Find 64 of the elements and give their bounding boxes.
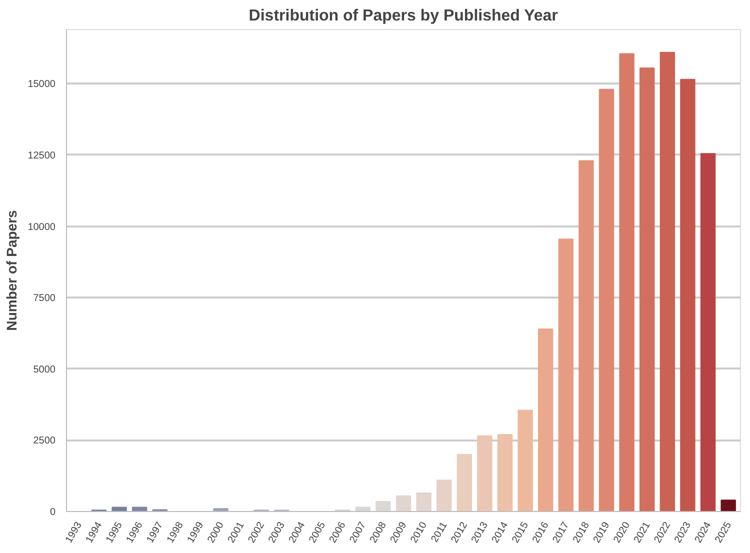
x-tick-label: 1998 (165, 520, 186, 546)
x-tick-label: 2015 (510, 520, 532, 546)
x-tick-label: 2004 (287, 520, 308, 546)
bar (436, 480, 452, 512)
x-tick-label: 2024 (693, 520, 714, 546)
y-tick-label: 12500 (28, 150, 56, 162)
x-tick-label: 2003 (266, 520, 288, 546)
x-tick-label: 2008 (368, 520, 390, 546)
bar (416, 492, 432, 512)
x-tick-label: 2021 (632, 520, 653, 546)
chart-title: Distribution of Papers by Published Year (248, 8, 558, 24)
bar (619, 53, 634, 512)
x-tick-label: 2025 (713, 520, 734, 546)
x-tick-label: 2022 (652, 520, 674, 546)
x-tick-label: 2002 (246, 520, 268, 546)
x-tick-label: 1995 (104, 520, 126, 546)
x-tick-label: 2012 (449, 520, 470, 546)
y-tick-label: 15000 (28, 79, 56, 90)
bar (680, 78, 696, 512)
bar (355, 506, 371, 512)
x-tick-label: 2014 (490, 520, 511, 546)
x-tick-label: 1996 (124, 520, 146, 546)
bar (518, 410, 533, 512)
x-tick-label: 2016 (530, 520, 552, 546)
bar (660, 52, 676, 512)
x-tick-label: 2018 (571, 520, 592, 546)
y-tick-label: 10000 (28, 222, 56, 233)
y-axis-title: Number of Papers (4, 210, 20, 331)
bar (132, 506, 148, 512)
bar (558, 238, 574, 512)
bar (456, 454, 472, 512)
bar (640, 68, 655, 512)
bar (720, 500, 736, 512)
x-tick-label: 2005 (307, 520, 328, 546)
bar (598, 88, 614, 512)
bar (112, 506, 127, 512)
x-tick-label: 1997 (144, 520, 166, 546)
bar (497, 434, 513, 512)
x-tick-label: 1994 (84, 520, 105, 546)
x-tick-label: 2009 (388, 520, 410, 546)
x-tick-label: 1993 (64, 520, 85, 546)
y-tick-label: 2500 (33, 436, 56, 447)
bar (477, 435, 492, 512)
x-tick-label: 2007 (348, 520, 369, 546)
bar (578, 160, 594, 512)
x-tick-label: 2010 (408, 520, 430, 546)
x-tick-label: 2013 (470, 520, 491, 546)
bar (700, 153, 716, 512)
x-tick-label: 2000 (206, 520, 227, 546)
x-tick-label: 2006 (328, 520, 348, 546)
x-tick-label: 2020 (612, 520, 633, 546)
bar (376, 501, 391, 512)
bar (538, 328, 554, 512)
bar (213, 508, 228, 512)
x-tick-label: 2011 (430, 520, 450, 544)
x-tick-label: 1999 (186, 520, 206, 546)
x-tick-label: 2001 (226, 520, 247, 546)
y-tick-label: 7500 (33, 293, 56, 304)
bar (396, 495, 412, 512)
x-tick-label: 2017 (550, 520, 572, 546)
x-tick-label: 2023 (672, 520, 694, 546)
x-tick-label: 2019 (592, 520, 612, 546)
y-tick-label: 0 (50, 507, 56, 518)
y-tick-label: 5000 (33, 364, 56, 376)
